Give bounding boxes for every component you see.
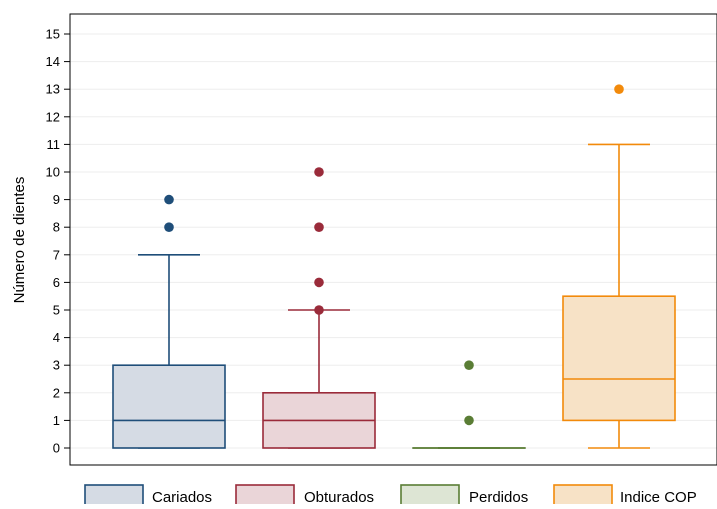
outlier-point [314, 222, 324, 232]
legend-item: Perdidos [401, 485, 528, 504]
outlier-point [464, 416, 474, 426]
y-tick-label: 15 [46, 27, 60, 42]
outlier-point [164, 195, 174, 205]
box-group [263, 167, 375, 448]
outlier-point [314, 278, 324, 288]
y-tick-label: 4 [53, 330, 60, 345]
legend-swatch [401, 485, 459, 504]
y-tick-label: 8 [53, 220, 60, 235]
legend-item: Cariados [85, 485, 212, 504]
y-tick-label: 13 [46, 82, 60, 97]
y-tick-label: 3 [53, 358, 60, 373]
outlier-point [314, 305, 324, 315]
legend-label: Cariados [152, 489, 212, 504]
y-tick-label: 2 [53, 385, 60, 400]
legend-swatch [236, 485, 294, 504]
box [113, 365, 225, 448]
outlier-point [314, 167, 324, 177]
y-tick-label: 12 [46, 109, 60, 124]
box [563, 296, 675, 420]
outlier-point [614, 84, 624, 94]
box-group [563, 84, 675, 448]
legend-swatch [554, 485, 612, 504]
y-tick-label: 9 [53, 192, 60, 207]
y-tick-label: 11 [47, 137, 61, 152]
legend-label: Perdidos [469, 489, 528, 504]
y-tick-label: 14 [46, 54, 60, 69]
y-tick-label: 0 [53, 441, 60, 456]
legend-swatch [85, 485, 143, 504]
legend-label: Indice COP [620, 489, 697, 504]
y-axis-label: Número de dientes [11, 177, 28, 304]
y-tick-label: 5 [53, 303, 60, 318]
legend-item: Obturados [236, 485, 374, 504]
outlier-point [464, 360, 474, 370]
legend-item: Indice COP [554, 485, 697, 504]
box-group [413, 360, 525, 448]
y-tick-label: 10 [46, 165, 60, 180]
box-group [113, 195, 225, 448]
y-tick-label: 7 [53, 247, 60, 262]
outlier-point [164, 222, 174, 232]
y-tick-label: 1 [53, 413, 60, 428]
y-tick-label: 6 [53, 275, 60, 290]
legend-label: Obturados [304, 489, 374, 504]
